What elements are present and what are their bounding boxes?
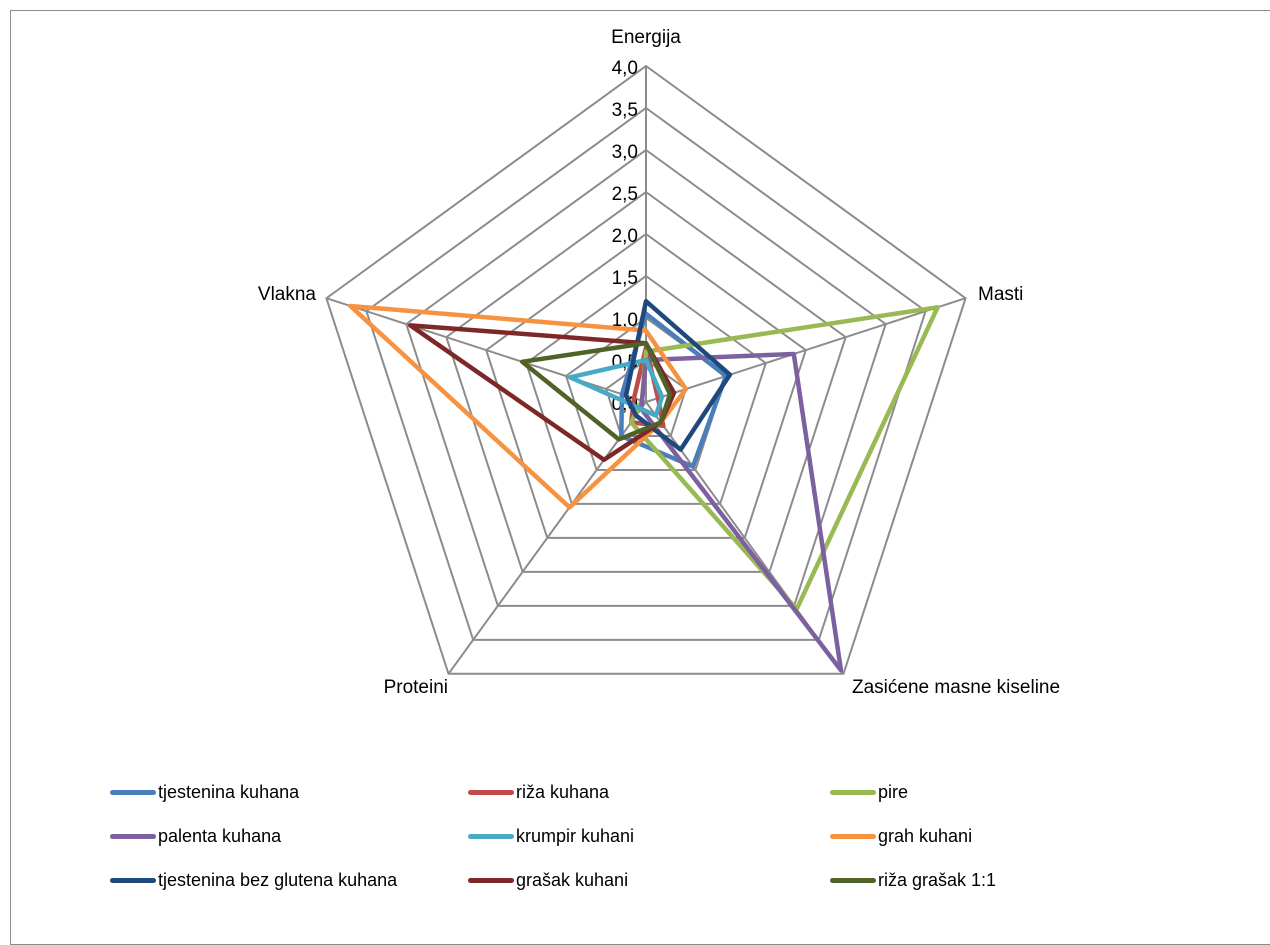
- series-line: [348, 303, 689, 510]
- legend-item: grašak kuhani: [468, 866, 628, 894]
- legend-label: riža kuhana: [516, 781, 610, 802]
- legend-swatch: [830, 789, 876, 795]
- tick-label: 2,5: [612, 184, 638, 205]
- tick-label: 1,5: [612, 268, 638, 289]
- legend-item: pire: [830, 778, 908, 806]
- grid-ring: [365, 106, 927, 641]
- legend-swatch: [830, 833, 876, 839]
- legend-swatch: [468, 833, 514, 839]
- tick-label: 3,5: [612, 100, 638, 121]
- series-line: [567, 357, 665, 418]
- legend-swatch: [110, 833, 156, 839]
- legend-label: grašak kuhani: [516, 869, 629, 890]
- legend-label: tjestenina kuhana: [158, 781, 300, 802]
- chart-frame: [10, 10, 1270, 945]
- legend-label: pire: [878, 781, 909, 802]
- axis-label: Masti: [978, 284, 1023, 305]
- series-line: [408, 323, 677, 463]
- axis-spoke: [645, 297, 966, 403]
- tick-label: 2,0: [612, 226, 638, 247]
- series-line: [623, 298, 733, 452]
- axis-label: Zasićene masne kiseline: [852, 677, 1060, 698]
- axis-label: Proteini: [384, 677, 448, 698]
- legend-label: krumpir kuhani: [516, 825, 635, 846]
- legend-item: riža kuhana: [468, 778, 609, 806]
- legend-swatch: [468, 877, 514, 883]
- legend-item: grah kuhani: [830, 822, 972, 850]
- legend-item: krumpir kuhani: [468, 822, 634, 850]
- legend-item: palenta kuhana: [110, 822, 281, 850]
- axis-spoke: [326, 297, 647, 403]
- grid-ring: [525, 274, 767, 505]
- legend-swatch: [110, 877, 156, 883]
- axis-label: Vlakna: [258, 284, 317, 305]
- legend-swatch: [468, 789, 514, 795]
- legend-swatch: [110, 789, 156, 795]
- series-line: [519, 340, 673, 442]
- legend-item: riža grašak 1:1: [830, 866, 996, 894]
- tick-label: 1,0: [612, 310, 638, 331]
- legend-label: riža grašak 1:1: [878, 869, 997, 890]
- tick-label: 3,0: [612, 142, 638, 163]
- axis-label: Energija: [611, 27, 681, 48]
- legend-item: tjestenina bez glutena kuhana: [110, 866, 397, 894]
- grid-ring: [325, 64, 967, 675]
- legend-swatch: [830, 877, 876, 883]
- tick-label: 4,0: [612, 58, 638, 79]
- legend-label: grah kuhani: [878, 825, 973, 846]
- grid-ring: [405, 148, 887, 607]
- grid-ring: [445, 190, 847, 573]
- legend-item: tjestenina kuhana: [110, 778, 299, 806]
- legend-label: palenta kuhana: [158, 825, 282, 846]
- axis-spoke: [447, 401, 647, 675]
- legend-label: tjestenina bez glutena kuhana: [158, 869, 398, 890]
- series-line: [638, 351, 844, 673]
